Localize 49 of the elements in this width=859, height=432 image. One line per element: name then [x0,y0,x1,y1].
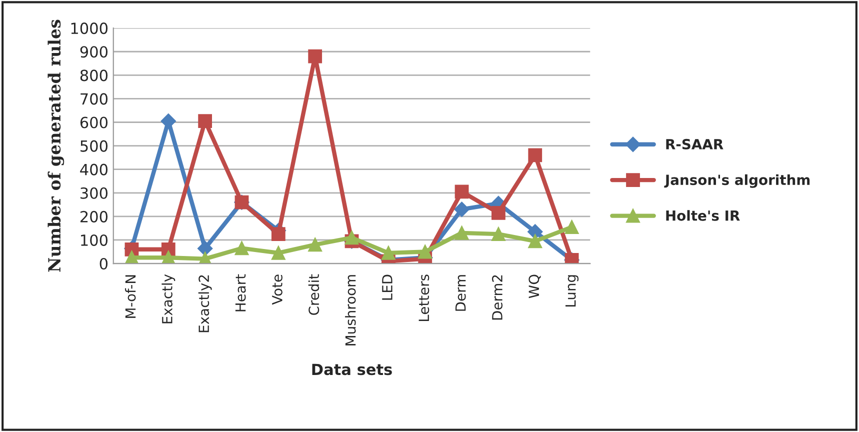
legend-label: R-SAAR [666,138,724,150]
legend-label: Janson's algorithm [664,174,810,188]
point [528,224,543,240]
point [528,234,542,248]
point [454,202,470,217]
x-tick-label: Credit [308,274,320,315]
point [381,246,396,260]
point [492,227,506,242]
point [198,240,213,256]
y-tick-label: 700 [80,93,108,105]
x-tick-label: Lung [566,275,579,306]
legend-label: Holte's IR [666,210,740,221]
point [454,226,469,240]
y-tick-label: 800 [80,70,108,82]
x-tick-label: Heart [235,274,246,312]
x-tick-label: Letters [418,274,430,321]
x-tick-label: Exactly2 [198,275,212,332]
y-tick-label: 200 [80,210,108,222]
x-tick-label: Derm [455,275,466,311]
point [198,114,212,128]
y-tick-label: 500 [80,140,108,152]
x-tick-label: Exactly [162,274,176,324]
point [418,244,432,259]
x-tick-label: LED [382,274,392,300]
y-tick-label: 900 [80,46,108,58]
x-axis-title: Data sets [312,364,392,376]
point [454,184,469,199]
point [564,220,579,234]
point [492,206,506,220]
point [271,227,286,242]
point [160,114,176,129]
x-tick-label: Derm2 [492,275,502,320]
point [528,148,542,162]
x-tick-label: Vote [272,274,282,305]
x-tick-label: M-of-N [125,275,136,318]
point [344,230,359,245]
point [271,246,286,260]
y-tick-label: 1000 [71,22,108,34]
x-tick-label: Mushroom [345,275,356,346]
y-axis-title: Number of generated rules [48,20,64,272]
y-tick-label: 100 [81,234,108,246]
y-tick-label: 300 [80,187,108,199]
y-tick-label: 0 [100,258,108,270]
point [234,241,249,256]
y-tick-label: 400 [80,164,108,176]
y-tick-label: 600 [80,116,108,128]
x-tick-label: WQ [528,274,541,298]
point [308,49,322,64]
point [308,238,322,252]
